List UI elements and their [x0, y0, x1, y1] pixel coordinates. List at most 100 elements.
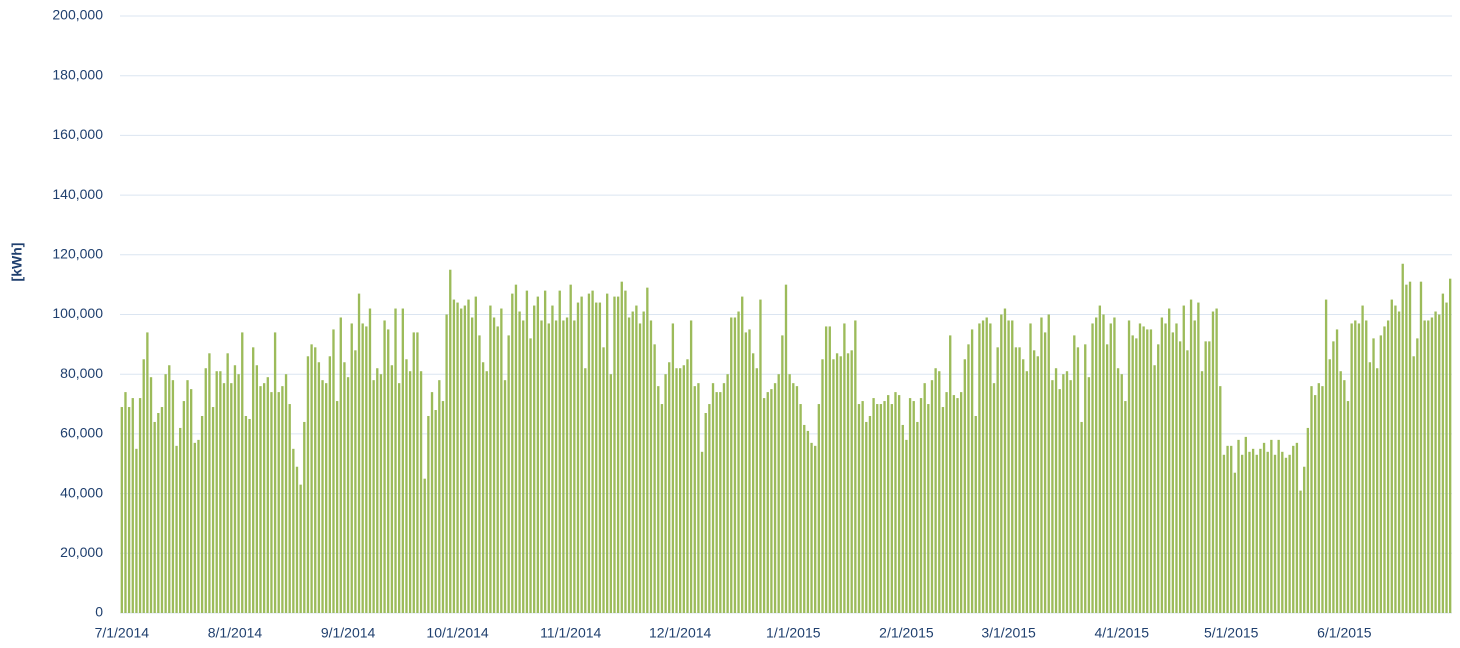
bar — [1321, 386, 1324, 613]
x-tick-label: 6/1/2015 — [1317, 625, 1372, 641]
bar — [1357, 323, 1361, 613]
bar — [828, 326, 831, 613]
bar — [124, 392, 127, 613]
bar — [215, 371, 218, 613]
bar — [970, 329, 974, 613]
bar — [737, 311, 740, 613]
bar — [978, 323, 981, 613]
bar — [303, 421, 306, 613]
bar — [722, 383, 726, 613]
bar — [511, 293, 514, 613]
bar — [438, 380, 441, 613]
bar — [642, 311, 645, 613]
bar — [850, 350, 853, 613]
bar — [1310, 386, 1313, 613]
bar — [255, 365, 259, 613]
bar — [741, 296, 744, 613]
bar — [1109, 323, 1112, 613]
bar — [697, 383, 700, 613]
bar — [434, 410, 437, 613]
bar — [843, 323, 846, 613]
bar — [821, 359, 824, 613]
bar — [989, 323, 992, 613]
bar — [1025, 371, 1029, 613]
bar — [624, 290, 627, 613]
bar — [1412, 356, 1415, 613]
y-tick-label: 0 — [95, 604, 103, 620]
bar — [1379, 335, 1383, 613]
bar — [387, 329, 390, 613]
bar — [1368, 362, 1372, 613]
bar — [204, 368, 207, 613]
bar — [1186, 350, 1189, 613]
bar — [1168, 308, 1171, 613]
bar — [299, 484, 302, 613]
bar — [252, 347, 255, 613]
bar — [1018, 347, 1021, 613]
bar — [1091, 323, 1094, 613]
bar — [262, 383, 266, 613]
bar — [587, 293, 591, 613]
x-tick-label: 11/1/2014 — [540, 625, 601, 641]
bar — [514, 284, 518, 613]
bar — [1124, 401, 1127, 613]
bar — [657, 386, 660, 613]
bar — [1113, 317, 1116, 613]
bar — [1007, 320, 1010, 613]
bar — [649, 320, 653, 613]
bar — [1295, 442, 1299, 613]
bar — [602, 347, 605, 613]
bar — [591, 290, 594, 613]
bar — [726, 374, 729, 613]
bar — [1251, 448, 1255, 613]
bar — [193, 442, 196, 613]
bar — [1193, 320, 1196, 613]
bar — [868, 415, 872, 613]
bar — [1157, 344, 1160, 613]
bar — [1051, 380, 1054, 613]
bar — [376, 368, 379, 613]
bar — [839, 356, 842, 613]
bar — [339, 317, 342, 613]
bar — [908, 398, 912, 613]
bar — [1408, 281, 1412, 613]
bar — [887, 395, 890, 613]
bar — [981, 320, 985, 613]
bar — [365, 326, 368, 613]
bar — [230, 383, 233, 613]
bar — [857, 404, 861, 613]
x-tick-label: 9/1/2014 — [321, 625, 376, 641]
bar — [759, 299, 762, 613]
bar — [295, 466, 299, 613]
bar — [350, 323, 353, 613]
bar — [689, 320, 693, 613]
bar — [182, 401, 186, 613]
bar — [211, 407, 215, 613]
bar — [1175, 323, 1178, 613]
bar — [1441, 293, 1445, 613]
x-tick-label: 12/1/2014 — [649, 625, 711, 641]
bar — [598, 302, 602, 613]
bar — [879, 404, 883, 613]
bar — [770, 389, 773, 613]
bar — [631, 311, 634, 613]
bar — [733, 317, 737, 613]
bar — [233, 365, 237, 613]
bar — [744, 332, 748, 613]
bar — [1040, 317, 1043, 613]
bar — [1022, 359, 1025, 613]
bar — [427, 415, 430, 613]
bar — [452, 299, 456, 613]
bar — [992, 383, 996, 613]
bar — [197, 439, 200, 613]
bar — [872, 398, 875, 613]
bar — [317, 362, 321, 613]
bar — [945, 392, 948, 613]
bar — [565, 317, 569, 613]
bar — [1200, 371, 1204, 613]
bar — [799, 404, 802, 613]
bar — [700, 451, 704, 613]
y-tick-label: 20,000 — [60, 544, 103, 560]
bar — [120, 407, 123, 613]
